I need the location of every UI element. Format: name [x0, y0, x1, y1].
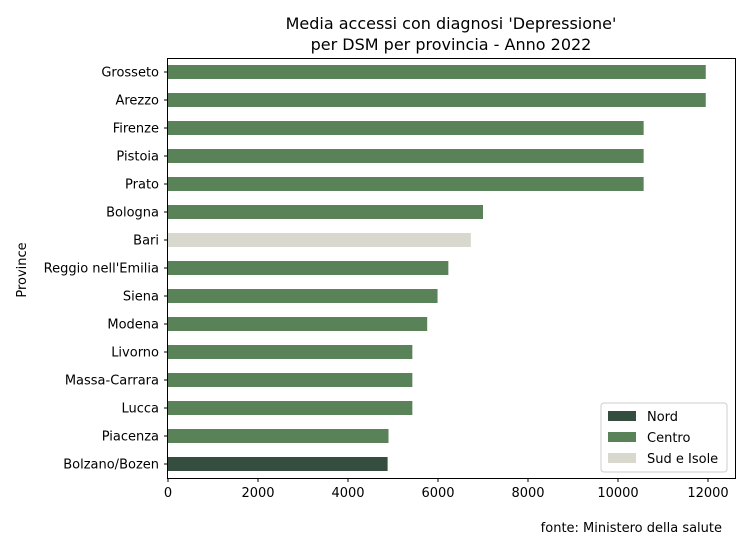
bar: [168, 373, 413, 387]
bar: [168, 401, 413, 415]
bar: [168, 429, 389, 443]
chart-title-line-1: Media accessi con diagnosi 'Depressione': [286, 14, 617, 33]
category-label: Prato: [125, 178, 159, 193]
category-label: Livorno: [111, 346, 159, 361]
bar: [168, 205, 483, 219]
category-label: Firenze: [113, 122, 159, 137]
category-label: Arezzo: [115, 94, 159, 109]
bars-layer: [168, 65, 706, 471]
x-tick-label: 10000: [597, 486, 638, 501]
bar: [168, 93, 706, 107]
bar: [168, 457, 388, 471]
bar: [168, 177, 644, 191]
category-label: Bari: [133, 234, 159, 249]
x-tick-label: 4000: [331, 486, 364, 501]
category-label: Reggio nell'Emilia: [44, 262, 159, 277]
category-label: Piacenza: [102, 430, 159, 445]
legend-label: Sud e Isole: [647, 452, 718, 467]
category-label: Grosseto: [101, 66, 159, 81]
bar: [168, 65, 706, 79]
category-label: Massa-Carrara: [65, 374, 159, 389]
legend-swatch: [608, 432, 636, 442]
bar: [168, 149, 644, 163]
x-tick-label: 6000: [421, 486, 454, 501]
bar: [168, 261, 449, 275]
bar: [168, 289, 438, 303]
category-label: Modena: [107, 318, 159, 333]
legend-label: Nord: [647, 410, 678, 425]
category-label: Lucca: [121, 402, 159, 417]
x-tick-label: 0: [164, 486, 172, 501]
y-axis-label: Province: [15, 242, 30, 297]
bar: [168, 233, 471, 247]
bar: [168, 345, 413, 359]
legend-swatch: [608, 453, 636, 463]
x-tick-label: 8000: [511, 486, 544, 501]
x-tick-label: 12000: [687, 486, 728, 501]
legend: Nord Centro Sud e Isole: [600, 402, 728, 473]
x-tick-label: 2000: [241, 486, 274, 501]
category-label: Siena: [123, 290, 159, 305]
category-label: Bolzano/Bozen: [63, 458, 159, 473]
chart-title-line-2: per DSM per provincia - Anno 2022: [311, 35, 592, 54]
bar: [168, 121, 644, 135]
legend-swatch: [608, 411, 636, 421]
source-footnote: fonte: Ministero della salute: [541, 521, 722, 536]
category-label: Bologna: [106, 206, 159, 221]
legend-label: Centro: [647, 431, 690, 446]
category-label: Pistoia: [116, 150, 159, 165]
bar: [168, 317, 428, 331]
x-axis-ticks: 0 2000 4000 6000 8000 10000 12000: [164, 478, 729, 501]
plot-frame: [167, 58, 736, 479]
category-labels: Grosseto Arezzo Firenze Pistoia Prato Bologna…: [44, 66, 168, 473]
